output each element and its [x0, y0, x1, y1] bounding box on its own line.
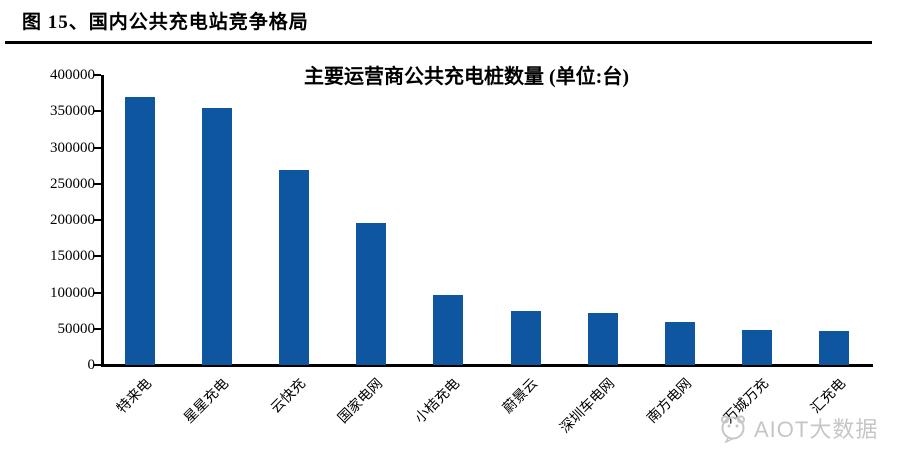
bar	[356, 222, 387, 365]
caption-underline	[5, 41, 872, 44]
bar	[510, 311, 541, 365]
watermark-text: AIOT大数据	[754, 417, 879, 442]
y-tick-label: 400000	[50, 67, 95, 83]
bar	[819, 330, 850, 365]
chart-title: 主要运营商公共充电桩数量 (单位:台)	[304, 66, 629, 88]
x-category-label: 星星充电	[181, 376, 232, 427]
x-category-label: 特来电	[114, 376, 155, 417]
x-axis-line	[101, 364, 873, 367]
y-tick-mark	[94, 74, 101, 76]
y-tick-label: 50000	[57, 320, 96, 337]
y-tick-label: 200000	[50, 212, 95, 228]
y-tick-label: 0	[87, 357, 96, 373]
y-tick-mark	[94, 327, 101, 330]
panda-logo-icon	[721, 415, 745, 443]
x-category-label: 国家电网	[335, 376, 387, 427]
y-tick-mark	[94, 291, 101, 294]
y-tick-label: 150000	[50, 248, 95, 265]
y-tick-mark	[94, 182, 101, 185]
bar	[433, 294, 464, 365]
y-axis-line	[101, 75, 104, 365]
x-category-label: 云快充	[268, 376, 309, 417]
x-category-label: 深圳车电网	[557, 376, 618, 437]
y-tick-mark	[94, 219, 101, 221]
bar	[742, 330, 773, 365]
bar	[587, 312, 618, 365]
x-category-label: 蔚景云	[500, 376, 541, 417]
figure-caption: 图 15、国内公共充电站竞争格局	[22, 12, 309, 33]
y-tick-label: 300000	[50, 139, 95, 156]
y-tick-label: 250000	[50, 175, 95, 192]
y-tick-mark	[94, 255, 101, 258]
watermark: AIOT大数据	[718, 412, 878, 444]
y-tick-mark	[94, 146, 101, 149]
y-tick-mark	[94, 364, 101, 366]
y-tick-label: 100000	[50, 284, 95, 301]
y-tick-label: 350000	[50, 103, 95, 120]
bar	[279, 169, 309, 365]
bar	[124, 96, 155, 365]
x-category-label: 小桔充电	[413, 376, 464, 427]
bar	[665, 321, 695, 365]
bar	[201, 108, 232, 365]
x-category-label: 南方电网	[644, 376, 695, 427]
y-tick-mark	[94, 110, 101, 113]
